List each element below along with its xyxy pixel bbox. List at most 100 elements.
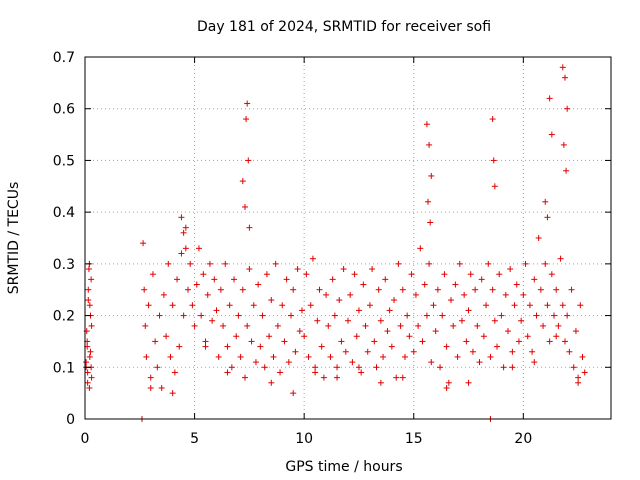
data-point (384, 328, 391, 335)
data-point (301, 333, 308, 340)
data-point (187, 260, 194, 267)
data-point (502, 291, 509, 298)
data-point (450, 322, 457, 329)
data-point (355, 307, 362, 314)
data-point (432, 328, 439, 335)
data-point (520, 291, 527, 298)
data-point (274, 322, 281, 329)
data-point (202, 338, 209, 345)
data-point (496, 271, 503, 278)
data-point (250, 302, 257, 309)
data-point (88, 276, 95, 283)
data-point (334, 364, 341, 371)
data-point (211, 276, 218, 283)
data-point (494, 343, 501, 350)
data-point (233, 333, 240, 340)
x-tick-label: 20 (514, 431, 532, 447)
data-point (566, 348, 573, 355)
data-point (174, 276, 181, 283)
data-point (195, 245, 202, 252)
data-point (312, 369, 319, 376)
data-point (141, 286, 148, 293)
x-tick-label: 5 (190, 431, 199, 447)
data-point (434, 286, 441, 293)
data-point (518, 317, 525, 324)
data-point (180, 229, 187, 236)
data-point (288, 312, 295, 319)
data-point (423, 121, 430, 128)
data-point (182, 224, 189, 231)
y-tick-label: 0.1 (53, 360, 75, 376)
data-point (441, 271, 448, 278)
data-point (156, 312, 163, 319)
data-point (83, 359, 90, 366)
data-point (542, 260, 549, 267)
data-point (531, 276, 538, 283)
data-point (140, 240, 147, 247)
data-point (375, 286, 382, 293)
data-point (443, 384, 450, 391)
data-point (180, 312, 187, 319)
data-point (290, 286, 297, 293)
data-point (465, 379, 472, 386)
data-point (393, 374, 400, 381)
data-point (380, 353, 387, 360)
data-point (456, 260, 463, 267)
data-point (303, 271, 310, 278)
data-point (572, 328, 579, 335)
data-point (445, 379, 452, 386)
data-point (189, 302, 196, 309)
data-point (193, 281, 200, 288)
data-point (198, 312, 205, 319)
data-point (408, 271, 415, 278)
data-point (476, 359, 483, 366)
data-point (424, 198, 431, 205)
data-point (244, 322, 251, 329)
data-point (268, 379, 275, 386)
data-point (336, 297, 343, 304)
data-point (178, 250, 185, 257)
data-point (371, 338, 378, 345)
data-point (563, 167, 570, 174)
data-point (522, 260, 529, 267)
data-point (171, 369, 178, 376)
data-point (575, 374, 582, 381)
y-tick-label: 0.5 (53, 153, 75, 169)
x-tick-label: 10 (295, 431, 313, 447)
data-point (452, 281, 459, 288)
y-tick-label: 0.6 (53, 102, 75, 118)
data-point (511, 302, 518, 309)
data-point (202, 343, 209, 350)
data-point (87, 348, 94, 355)
data-point (244, 100, 251, 107)
data-point (428, 359, 435, 366)
data-point (277, 369, 284, 376)
data-point (235, 312, 242, 319)
data-point (86, 384, 93, 391)
data-point (353, 333, 360, 340)
data-point (404, 312, 411, 319)
data-point (243, 116, 250, 123)
data-point (391, 297, 398, 304)
data-point (426, 260, 433, 267)
data-point (241, 374, 248, 381)
data-point (142, 322, 149, 329)
data-point (176, 343, 183, 350)
data-point (544, 214, 551, 221)
y-tick-label: 0.3 (53, 257, 75, 273)
data-point (461, 291, 468, 298)
data-point (231, 276, 238, 283)
data-point (526, 302, 533, 309)
data-point (185, 286, 192, 293)
data-point (410, 348, 417, 355)
data-point (241, 203, 248, 210)
data-point (491, 317, 498, 324)
data-point (292, 348, 299, 355)
data-point (564, 312, 571, 319)
data-point (145, 302, 152, 309)
data-point (388, 343, 395, 350)
data-point (169, 302, 176, 309)
data-point (397, 322, 404, 329)
data-point (417, 245, 424, 252)
